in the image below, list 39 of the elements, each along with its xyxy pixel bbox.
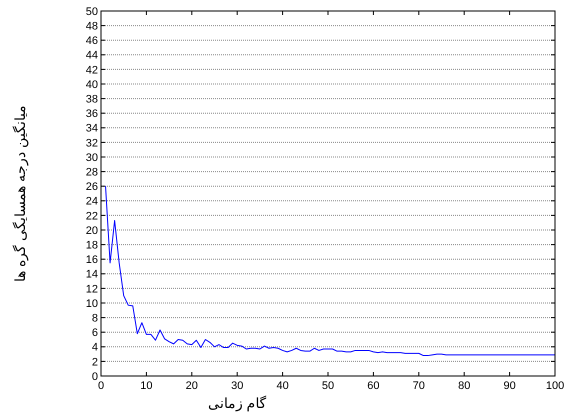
x-tick-label: 100 bbox=[546, 380, 564, 392]
x-tick-label: 10 bbox=[140, 380, 153, 392]
y-tick-label: 42 bbox=[86, 64, 98, 76]
x-tick-label: 60 bbox=[367, 380, 380, 392]
y-tick-label: 0 bbox=[92, 370, 98, 383]
y-tick-label: 20 bbox=[86, 224, 98, 237]
y-tick-label: 28 bbox=[86, 166, 98, 178]
y-tick-label: 18 bbox=[86, 239, 98, 252]
y-tick-label: 12 bbox=[86, 283, 98, 296]
y-tick-label: 2 bbox=[92, 356, 98, 368]
x-tick-label: 20 bbox=[186, 380, 198, 392]
y-axis-title: میانگین درجه همسایگی گره ها bbox=[12, 105, 29, 282]
y-tick-label: 32 bbox=[86, 137, 98, 150]
y-tick-label: 40 bbox=[86, 78, 98, 91]
x-tick-label: 80 bbox=[458, 380, 470, 392]
line-series bbox=[105, 186, 556, 356]
y-tick-label: 36 bbox=[86, 108, 98, 120]
y-tick-label: 44 bbox=[86, 50, 98, 62]
x-tick-label: 30 bbox=[231, 380, 244, 392]
y-tick-label: 48 bbox=[86, 20, 98, 32]
y-tick-label: 4 bbox=[92, 342, 98, 354]
x-tick-label: 70 bbox=[412, 380, 425, 392]
y-tick-label: 14 bbox=[86, 268, 98, 281]
y-tick-label: 50 bbox=[86, 6, 98, 18]
y-tick-label: 38 bbox=[86, 93, 98, 106]
y-tick-label: 22 bbox=[86, 210, 98, 222]
y-tick-label: 26 bbox=[86, 181, 98, 194]
x-tick-label: 40 bbox=[276, 380, 289, 392]
y-tick-label: 10 bbox=[86, 298, 98, 310]
y-tick-label: 34 bbox=[86, 122, 98, 135]
y-tick-label: 46 bbox=[86, 35, 98, 48]
y-tick-label: 6 bbox=[92, 327, 98, 340]
y-tick-label: 24 bbox=[86, 196, 98, 208]
y-tick-label: 16 bbox=[86, 254, 98, 266]
x-axis-title: گام زمانی bbox=[208, 395, 267, 412]
x-tick-label: 50 bbox=[322, 380, 334, 392]
x-tick-label: 90 bbox=[503, 380, 516, 392]
y-tick-label: 8 bbox=[92, 312, 98, 324]
y-tick-label: 30 bbox=[86, 152, 98, 164]
